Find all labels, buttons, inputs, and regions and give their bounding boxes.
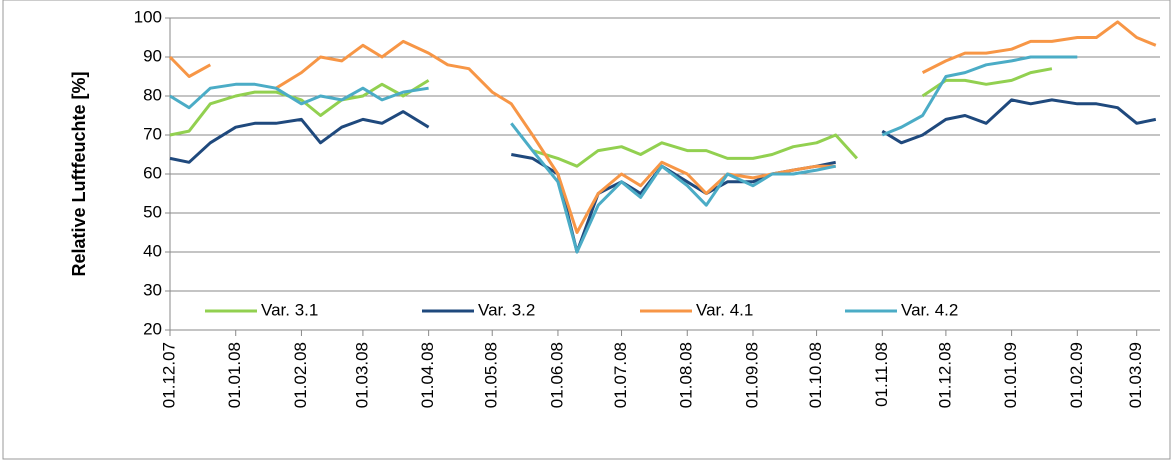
y-tick-label: 30	[143, 280, 162, 299]
x-tick-label: 01.12.08	[935, 342, 954, 408]
x-tick-label: 01.10.08	[806, 342, 825, 408]
y-tick-label: 70	[143, 124, 162, 143]
x-tick-label: 01.03.08	[352, 342, 371, 408]
legend-bg	[637, 301, 777, 321]
x-tick-label: 01.01.08	[225, 342, 244, 408]
legend-label: Var. 3.1	[261, 300, 318, 319]
y-tick-label: 100	[134, 7, 162, 26]
y-tick-label: 20	[143, 319, 162, 338]
series-line	[168, 20, 1157, 234]
y-axis-label: Relative Luftfeuchte [%]	[69, 71, 89, 276]
y-tick-label: 80	[143, 85, 162, 104]
x-tick-label: 01.12.07	[159, 342, 178, 408]
x-tick-label: 01.05.08	[482, 342, 501, 408]
x-tick-label: 01.01.09	[1001, 342, 1020, 408]
x-tick-label: 01.07.08	[611, 342, 630, 408]
legend-bg	[202, 301, 342, 321]
x-tick-label: 01.02.09	[1067, 342, 1086, 408]
legend-bg	[419, 301, 559, 321]
x-tick-label: 01.02.08	[291, 342, 310, 408]
legend-label: Var. 3.2	[478, 300, 535, 319]
x-tick-label: 01.03.09	[1126, 342, 1145, 408]
y-tick-label: 40	[143, 241, 162, 260]
x-tick-label: 01.09.08	[742, 342, 761, 408]
y-tick-label: 50	[143, 202, 162, 221]
x-tick-label: 01.11.08	[872, 342, 891, 407]
x-tick-label: 01.08.08	[677, 342, 696, 408]
series-line	[169, 67, 1053, 168]
y-tick-label: 60	[143, 163, 162, 182]
legend-label: Var. 4.1	[696, 300, 753, 319]
x-tick-label: 01.04.08	[418, 342, 437, 408]
legend-label: Var. 4.2	[901, 300, 958, 319]
y-tick-label: 90	[143, 46, 162, 65]
series-line	[169, 55, 1078, 254]
x-tick-label: 01.06.08	[547, 342, 566, 408]
legend-bg	[842, 301, 982, 321]
